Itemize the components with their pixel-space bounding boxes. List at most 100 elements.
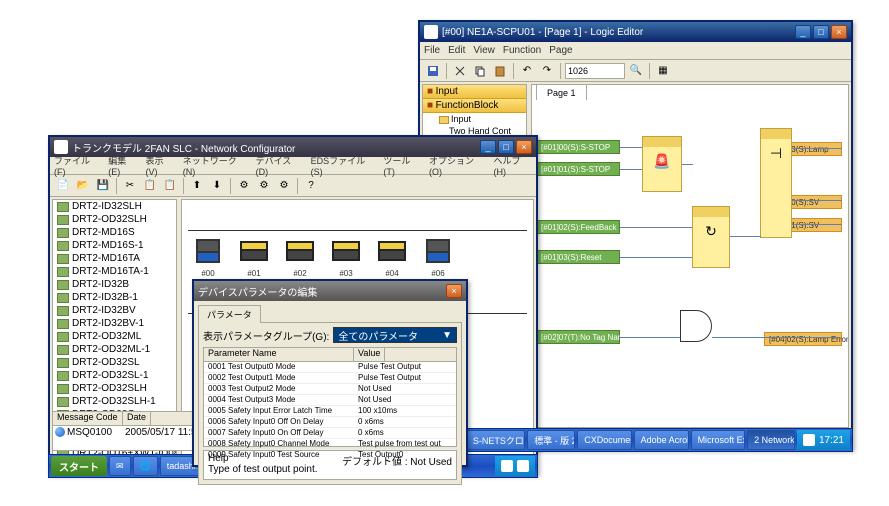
copy-button[interactable]: 📋 (141, 177, 159, 195)
function-tree-item[interactable]: Input (423, 113, 526, 125)
taskbar-button[interactable]: Microsoft Excel... (691, 430, 746, 450)
menu-item[interactable]: オプション(O) (429, 154, 486, 177)
tree-item[interactable]: DRT2-ID32BV (53, 304, 176, 317)
col-value[interactable]: Value (354, 348, 385, 361)
tree-item[interactable]: DRT2-OD32SL (53, 356, 176, 369)
tree-item[interactable]: DRT2-MD16TA-1 (53, 265, 176, 278)
minimize-button[interactable]: _ (480, 140, 496, 154)
tool-button[interactable]: ▦ (654, 62, 672, 80)
group-combo[interactable]: 全てのパラメータ▼ (333, 327, 457, 343)
tree-item[interactable]: DRT2-OD32SL-1 (53, 369, 176, 382)
menu-view[interactable]: View (473, 45, 495, 56)
param-row[interactable]: 0007 Safety Input0 On Off Delay0 x6ms (204, 428, 456, 439)
menu-item[interactable]: デバイス(D) (256, 154, 303, 177)
open-button[interactable]: 📂 (74, 177, 92, 195)
input-node[interactable]: [#01]03(S):Reset (536, 250, 620, 264)
menu-item[interactable]: EDSファイル(S) (311, 154, 376, 177)
download-button[interactable]: ⬇ (208, 177, 226, 195)
quick-launch[interactable]: ✉ (109, 456, 131, 476)
taskbar-button[interactable]: S-NETSクロケラ... (466, 430, 525, 450)
param-row[interactable]: 0001 Test Output0 ModePulse Test Output (204, 362, 456, 373)
start-button[interactable]: スタート (51, 456, 107, 476)
undo-button[interactable]: ↶ (518, 62, 536, 80)
menu-item[interactable]: 表示(V) (146, 154, 175, 177)
tree-item[interactable]: DRT2-OD32ML (53, 330, 176, 343)
paste-button[interactable] (491, 62, 509, 80)
tree-item[interactable]: DRT2-MD16TA (53, 252, 176, 265)
taskbar-button[interactable]: 2 Network C... (747, 430, 795, 450)
tab-parameters[interactable]: パラメータ (198, 305, 261, 323)
menu-file[interactable]: File (424, 45, 440, 56)
quick-launch[interactable]: 🌐 (133, 456, 158, 476)
param-row[interactable]: 0003 Test Output2 ModeNot Used (204, 384, 456, 395)
save-button[interactable] (424, 62, 442, 80)
copy-button[interactable] (471, 62, 489, 80)
new-button[interactable]: 📄 (54, 177, 72, 195)
function-block[interactable]: ⊣ (760, 128, 792, 238)
tree-item[interactable]: DRT2-OD32SLH (53, 213, 176, 226)
save-button[interactable]: 💾 (94, 177, 112, 195)
menu-item[interactable]: ヘルプ(H) (493, 154, 532, 177)
upload-button[interactable]: ⬆ (188, 177, 206, 195)
tree-item[interactable]: DRT2-OD32SLH-1 (53, 395, 176, 408)
menu-function[interactable]: Function (503, 45, 541, 56)
cut-button[interactable]: ✂ (121, 177, 139, 195)
function-block[interactable]: ↻ (692, 206, 730, 268)
input-node[interactable]: [#02]07(T):No Tag Name (536, 330, 620, 344)
system-tray[interactable] (495, 456, 535, 476)
tree-item[interactable]: DRT2-OD32ML-1 (53, 343, 176, 356)
maximize-button[interactable]: □ (498, 140, 514, 154)
help-button[interactable]: ? (302, 177, 320, 195)
titlebar[interactable]: [#00] NE1A-SCPU01 - [Page 1] - Logic Edi… (420, 22, 851, 42)
menu-item[interactable]: ファイル(F) (54, 154, 100, 177)
paste-button[interactable]: 📋 (161, 177, 179, 195)
tree-item[interactable]: DRT2-OD32SLH (53, 382, 176, 395)
tool-button[interactable]: ⚙ (255, 177, 273, 195)
close-button[interactable]: × (831, 25, 847, 39)
menu-item[interactable]: ツール(T) (383, 154, 421, 177)
input-node[interactable]: [#01]00(S):S-STOP (536, 140, 620, 154)
param-row[interactable]: 0002 Test Output1 ModePulse Test Output (204, 373, 456, 384)
param-row[interactable]: 0004 Test Output3 ModeNot Used (204, 395, 456, 406)
input-node[interactable]: [#01]02(S):FeedBack (536, 220, 620, 234)
menu-item[interactable]: ネットワーク(N) (183, 154, 248, 177)
cut-button[interactable] (451, 62, 469, 80)
tree-item[interactable]: DRT2-ID32B-1 (53, 291, 176, 304)
redo-button[interactable]: ↷ (538, 62, 556, 80)
tree-item[interactable]: DRT2-ID32SLH (53, 200, 176, 213)
and-gate[interactable] (680, 310, 712, 342)
tree-item[interactable]: DRT2-ID32B (53, 278, 176, 291)
logic-canvas[interactable]: [#01]00(S):S-STOP [#01]01(S):S-STOP [#01]0… (532, 100, 848, 427)
param-row[interactable]: 0008 Safety Input0 Channel ModeTest puls… (204, 439, 456, 450)
minimize-button[interactable]: _ (795, 25, 811, 39)
tree-item[interactable]: DRT2-ID32BV-1 (53, 317, 176, 330)
tray-icon[interactable] (517, 460, 529, 472)
param-row[interactable]: 0006 Safety Input0 Off On Delay0 x6ms (204, 417, 456, 428)
col-param-name[interactable]: Parameter Name (204, 348, 354, 361)
address-field[interactable] (565, 63, 625, 79)
tree-item[interactable]: DRT2-MD16S-1 (53, 239, 176, 252)
menu-edit[interactable]: Edit (448, 45, 465, 56)
tool-button[interactable]: ⚙ (275, 177, 293, 195)
taskbar-button[interactable]: CXDocuments ... (577, 430, 631, 450)
input-node[interactable]: [#01]01(S):S-STOP (536, 162, 620, 176)
tray-icon[interactable] (501, 460, 513, 472)
tray-icon[interactable] (803, 434, 815, 446)
close-button[interactable]: × (516, 140, 532, 154)
menu-page[interactable]: Page (549, 45, 572, 56)
titlebar[interactable]: デバイスパラメータの編集 × (194, 281, 466, 301)
maximize-button[interactable]: □ (813, 25, 829, 39)
tool-button[interactable]: ⚙ (235, 177, 253, 195)
menu-item[interactable]: 編集(E) (108, 154, 137, 177)
taskbar-button[interactable]: 標準 - 版 2001 (527, 430, 575, 450)
page-tab[interactable]: Page 1 (536, 84, 587, 100)
system-tray[interactable]: 17:21 (797, 430, 850, 450)
taskbar-button[interactable]: Adobe Acrobat ... (634, 430, 689, 450)
param-name: 0002 Test Output1 Mode (204, 373, 354, 383)
output-node[interactable]: [#04]02(S):Lamp Error (764, 332, 842, 346)
tree-item[interactable]: DRT2-MD16S (53, 226, 176, 239)
function-block[interactable]: 🚨 (642, 136, 682, 192)
param-row[interactable]: 0005 Safety Input Error Latch Time100 x1… (204, 406, 456, 417)
zoom-button[interactable]: 🔍 (627, 62, 645, 80)
close-button[interactable]: × (446, 284, 462, 298)
